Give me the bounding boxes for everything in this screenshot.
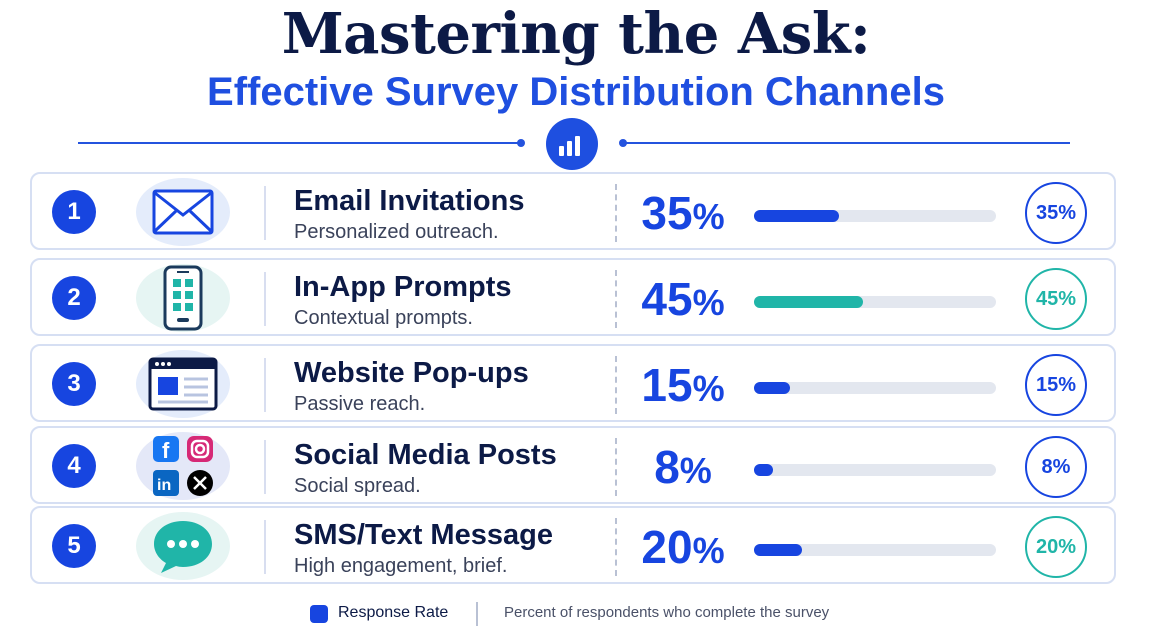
row-separator — [264, 520, 266, 574]
rank-badge: 2 — [52, 276, 96, 320]
response-rate-value: 35 — [641, 187, 693, 239]
response-rate-track — [754, 296, 996, 308]
response-rate-bar — [754, 210, 839, 222]
row-separator — [264, 358, 266, 412]
percent-sign: % — [692, 530, 725, 571]
chat-bubble-icon — [136, 512, 230, 580]
legend-note: Percent of respondents who complete the … — [504, 604, 830, 621]
response-rate-value: 15 — [641, 359, 693, 411]
row-separator — [264, 272, 266, 326]
row-separator — [264, 440, 266, 494]
row-separator — [264, 186, 266, 240]
channel-row: 1 Email Invitations Personalized outreach.… — [30, 172, 1116, 250]
smartphone-icon — [136, 264, 230, 332]
page-subtitle: Effective Survey Distribution Channels — [207, 70, 945, 114]
rank-badge: 4 — [52, 444, 96, 488]
response-rate-bar — [754, 296, 863, 308]
response-rate-track — [754, 382, 996, 394]
response-rate-ring: 8% — [1025, 436, 1087, 498]
response-rate-value: 8 — [654, 441, 680, 493]
rank-badge: 5 — [52, 524, 96, 568]
legend-separator — [476, 602, 478, 626]
channel-description: Social spread. — [294, 475, 421, 497]
chart-legend: Response Rate Percent of respondents who… — [0, 600, 1152, 628]
dashed-separator — [615, 184, 617, 242]
response-rate-label: 15% — [628, 360, 738, 414]
percent-sign: % — [692, 196, 725, 237]
response-rate-ring: 15% — [1025, 354, 1087, 416]
svg-text:in: in — [157, 477, 171, 494]
header-divider-left — [78, 142, 522, 144]
social-media-icons: f in — [136, 432, 230, 500]
channel-description: High engagement, brief. — [294, 555, 508, 577]
response-rate-ring: 35% — [1025, 182, 1087, 244]
response-rate-label: 8% — [628, 442, 738, 496]
response-rate-value: 20 — [641, 521, 693, 573]
response-rate-bar — [754, 544, 803, 556]
dashed-separator — [615, 438, 617, 496]
channel-name: Email Invitations — [294, 185, 525, 217]
envelope-icon — [136, 178, 230, 246]
response-rate-track — [754, 544, 996, 556]
dashed-separator — [615, 270, 617, 328]
response-rate-ring: 45% — [1025, 268, 1087, 330]
response-rate-bar — [754, 464, 774, 476]
percent-sign: % — [692, 282, 725, 323]
channel-name: SMS/Text Message — [294, 519, 553, 551]
response-rate-label: 45% — [628, 274, 738, 328]
channel-description: Contextual prompts. — [294, 307, 473, 329]
rank-badge: 3 — [52, 362, 96, 406]
header-divider-dot-right — [619, 139, 627, 147]
response-rate-track — [754, 210, 996, 222]
percent-sign: % — [692, 368, 725, 409]
response-rate-ring: 20% — [1025, 516, 1087, 578]
percent-sign: % — [679, 450, 712, 491]
channel-name: Website Pop-ups — [294, 357, 529, 389]
response-rate-bar — [754, 382, 791, 394]
channel-name: Social Media Posts — [294, 439, 557, 471]
channel-name: In-App Prompts — [294, 271, 512, 303]
channel-row: 2 In-App Prompts Contextual prompts. 45% 45% — [30, 258, 1116, 336]
dashed-separator — [615, 518, 617, 576]
bar-chart-icon — [546, 118, 598, 170]
response-rate-label: 20% — [628, 522, 738, 576]
browser-window-icon — [136, 350, 230, 418]
channel-row: 4 f in Social Media Posts Social spread. 8% 8% — [30, 426, 1116, 504]
response-rate-value: 45 — [641, 273, 693, 325]
channel-row: 5 SMS/Text Message High engagement, brief.… — [30, 506, 1116, 584]
channel-description: Passive reach. — [294, 393, 426, 415]
svg-text:f: f — [162, 438, 170, 463]
legend-swatch — [310, 605, 328, 623]
channel-description: Personalized outreach. — [294, 221, 499, 243]
channel-row: 3 Website Pop-ups Passive reach. 15% 15% — [30, 344, 1116, 422]
rank-badge: 1 — [52, 190, 96, 234]
dashed-separator — [615, 356, 617, 414]
response-rate-label: 35% — [628, 188, 738, 242]
page-title: Mastering the Ask: — [281, 1, 871, 67]
header-divider-dot-left — [517, 139, 525, 147]
response-rate-track — [754, 464, 996, 476]
header-divider-right — [624, 142, 1070, 144]
legend-label: Response Rate — [338, 604, 449, 621]
